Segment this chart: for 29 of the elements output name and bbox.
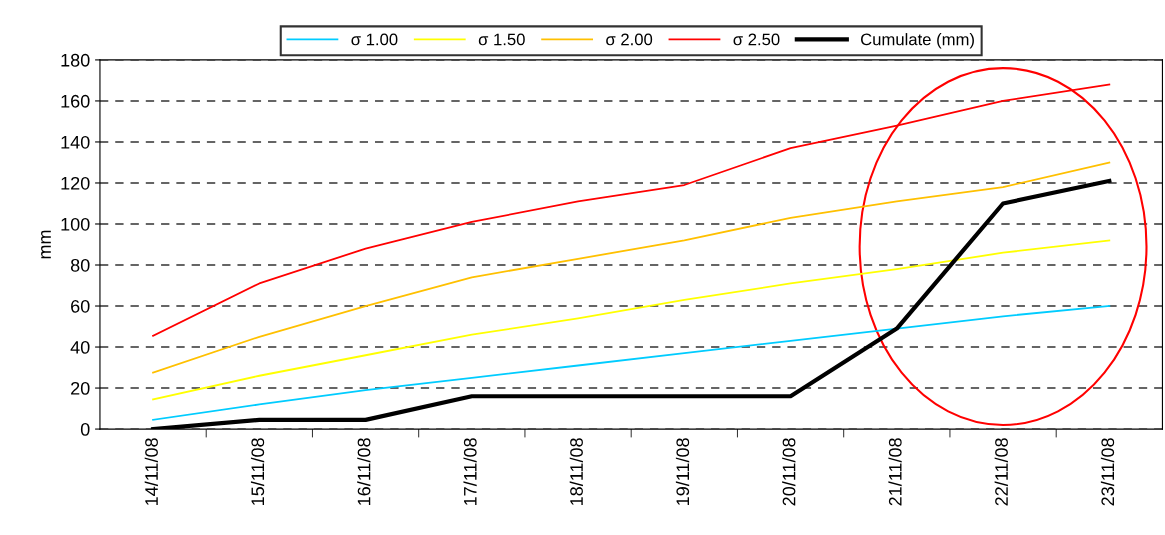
y-tick-label: 40 bbox=[70, 340, 90, 354]
legend-label: σ 2.50 bbox=[733, 33, 780, 46]
x-tick-label: 16/11/08 bbox=[357, 438, 371, 505]
y-tick-label: 0 bbox=[80, 423, 90, 436]
x-tick-label: 17/11/08 bbox=[463, 438, 477, 505]
y-tick-label: 180 bbox=[61, 53, 90, 67]
x-tick-label: 15/11/08 bbox=[250, 438, 265, 505]
y-tick-label: 100 bbox=[61, 217, 90, 231]
x-tick-label: 20/11/08 bbox=[782, 438, 796, 506]
y-tick-label: 140 bbox=[61, 135, 90, 149]
legend-label: Cumulate (mm) bbox=[861, 33, 974, 49]
x-tick-label: 19/11/08 bbox=[675, 438, 690, 505]
legend-label: σ 1.50 bbox=[478, 33, 525, 46]
line-series bbox=[152, 161, 1111, 374]
x-tick-label: 14/11/08 bbox=[144, 438, 158, 505]
legend-label: σ 2.00 bbox=[606, 33, 653, 46]
y-axis-title: mm bbox=[41, 230, 51, 259]
y-tick-label: 120 bbox=[61, 176, 90, 190]
x-tick-label: 23/11/08 bbox=[1100, 438, 1115, 506]
x-tick-label: 22/11/08 bbox=[994, 438, 1008, 506]
y-tick-label: 20 bbox=[71, 381, 90, 395]
legend-label: σ 1.00 bbox=[351, 33, 398, 46]
x-tick-label: 18/11/08 bbox=[569, 438, 583, 505]
y-tick-label: 60 bbox=[71, 299, 90, 313]
y-tick-label: 80 bbox=[70, 258, 90, 272]
y-tick-label: 160 bbox=[61, 94, 90, 108]
line-series bbox=[152, 305, 1111, 421]
x-tick-label: 21/11/08 bbox=[888, 438, 902, 506]
line-series bbox=[152, 239, 1111, 401]
